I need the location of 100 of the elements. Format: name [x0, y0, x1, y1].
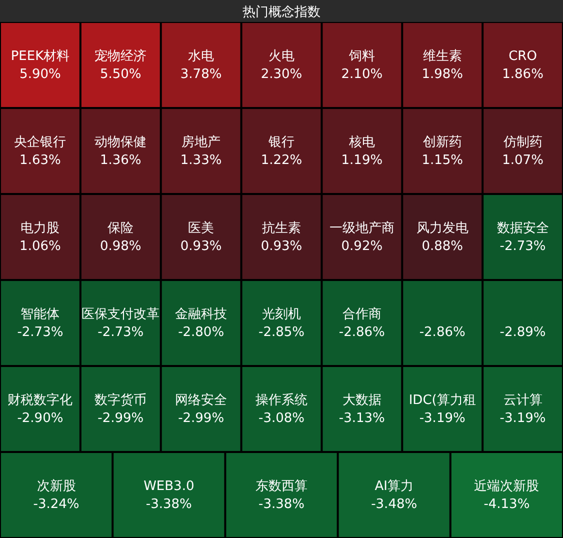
category-label: 操作系统 [256, 393, 308, 408]
data-label: 3.78% [180, 67, 222, 82]
data-label: -3.38% [258, 497, 304, 512]
category-label: 东数西算 [256, 479, 308, 494]
category-label: 风力发电 [416, 221, 468, 236]
category-label: 医保支付改革 [82, 307, 160, 322]
cell: 宠物经济 5.50% [80, 22, 161, 108]
category-label: 光刻机 [262, 307, 301, 322]
data-label: -4.13% [484, 497, 530, 512]
data-label: 1.15% [422, 153, 464, 168]
data-label: -2.89% [500, 325, 546, 340]
cell: 东数西算 -3.38% [225, 452, 338, 538]
data-label: 0.88% [422, 239, 464, 254]
cell: 抗生素 0.93% [241, 194, 322, 280]
data-label: 1.19% [341, 153, 383, 168]
category-label: CRO [508, 49, 537, 64]
cell: -2.89% [482, 280, 563, 366]
category-label: 近端次新股 [474, 479, 540, 494]
category-label: 抗生素 [262, 221, 301, 236]
data-label: -3.48% [371, 497, 418, 512]
category-label: 次新股 [36, 479, 76, 494]
cell: CRO 1.86% [482, 22, 563, 108]
category-label: AI算力 [374, 479, 414, 494]
category-label: 智能体 [20, 307, 60, 322]
cell: PEEK材料 5.90% [0, 22, 80, 108]
category-label: 医美 [188, 220, 214, 236]
cell: 维生素 1.98% [402, 22, 483, 108]
data-label: -2.85% [258, 325, 304, 340]
cell: 水电 3.78% [160, 22, 242, 108]
cell: 金融科技 -2.80% [160, 280, 242, 366]
data-label: -2.80% [178, 325, 224, 340]
cell: 一级地产商 0.92% [322, 194, 402, 280]
category-label: 财税数字化 [8, 392, 73, 408]
category-label: 银行 [268, 135, 294, 150]
category-label: 动物保健 [94, 135, 147, 150]
cell: -2.86% [402, 280, 483, 366]
data-label: 0.98% [100, 239, 142, 254]
data-label: -2.86% [419, 325, 466, 340]
category-label: PEEK材料 [10, 49, 70, 64]
category-label: 云计算 [503, 393, 542, 408]
category-label: 大数据 [342, 393, 382, 408]
category-label: 电力股 [20, 221, 60, 236]
data-label: 1.22% [260, 153, 302, 168]
cell: WEB3.0 -3.38% [112, 452, 226, 538]
category-label: WEB3.0 [144, 479, 194, 494]
data-label: -2.86% [338, 325, 385, 340]
category-label: 火电 [268, 49, 294, 64]
cell: 仿制药 1.07% [482, 108, 563, 194]
data-label: 1.36% [100, 153, 142, 168]
data-label: 1.07% [502, 153, 544, 168]
cell: IDC(算力租 -3.19% [402, 366, 483, 452]
cell: 保险 0.98% [80, 194, 161, 280]
data-label: 1.33% [180, 153, 222, 168]
data-label: -3.24% [33, 497, 80, 512]
data-label: -2.90% [17, 411, 64, 426]
data-label: 0.92% [341, 239, 383, 254]
cell: 数字货币 -2.99% [80, 366, 161, 452]
cell: 操作系统 -3.08% [241, 366, 322, 452]
cell: 银行 1.22% [241, 108, 322, 194]
cell: 财税数字化 -2.90% [0, 366, 80, 452]
data-label: 5.50% [100, 67, 142, 82]
data-label: -2.73% [17, 325, 64, 340]
cell: 风力发电 0.88% [402, 194, 483, 280]
cell: 央企银行 1.63% [0, 108, 80, 194]
category-label: 水电 [188, 49, 214, 64]
cell: 医美 0.93% [160, 194, 242, 280]
category-label: 创新药 [422, 135, 462, 150]
category-label: 维生素 [422, 49, 462, 64]
data-label: -3.13% [338, 411, 385, 426]
cell: 房地产 1.33% [160, 108, 242, 194]
data-label: -3.38% [146, 497, 192, 512]
data-label: 1.06% [20, 239, 61, 254]
data-label: -2.99% [178, 411, 224, 426]
cell: 电力股 1.06% [0, 194, 80, 280]
data-label: -3.08% [258, 411, 304, 426]
cell: 大数据 -3.13% [322, 366, 402, 452]
cell: 近端次新股 -4.13% [450, 452, 563, 538]
category-label: 饲料 [348, 49, 375, 64]
data-label: -2.99% [98, 411, 144, 426]
data-label: -3.19% [500, 411, 546, 426]
cell: 合作商 -2.86% [322, 280, 402, 366]
cell: 智能体 -2.73% [0, 280, 80, 366]
cell: 动物保健 1.36% [80, 108, 161, 194]
data-label: -2.73% [98, 325, 144, 340]
data-label: 5.90% [20, 67, 61, 82]
category-label: 合作商 [342, 307, 382, 322]
category-label: 仿制药 [502, 135, 542, 150]
data-label: 1.98% [422, 67, 464, 82]
category-label: 数字货币 [94, 392, 147, 408]
category-label: 网络安全 [175, 392, 228, 408]
cell: 创新药 1.15% [402, 108, 483, 194]
cell: 核电 1.19% [322, 108, 402, 194]
category-label: 一级地产商 [329, 221, 394, 236]
cell: 火电 2.30% [241, 22, 322, 108]
cell: 次新股 -3.24% [0, 452, 113, 538]
text: 热门概念指数 [242, 4, 320, 20]
cell: 医保支付改革 -2.73% [80, 280, 161, 366]
cell: 云计算 -3.19% [482, 366, 563, 452]
data-label: -2.73% [500, 239, 546, 254]
cell: 饲料 2.10% [322, 22, 402, 108]
